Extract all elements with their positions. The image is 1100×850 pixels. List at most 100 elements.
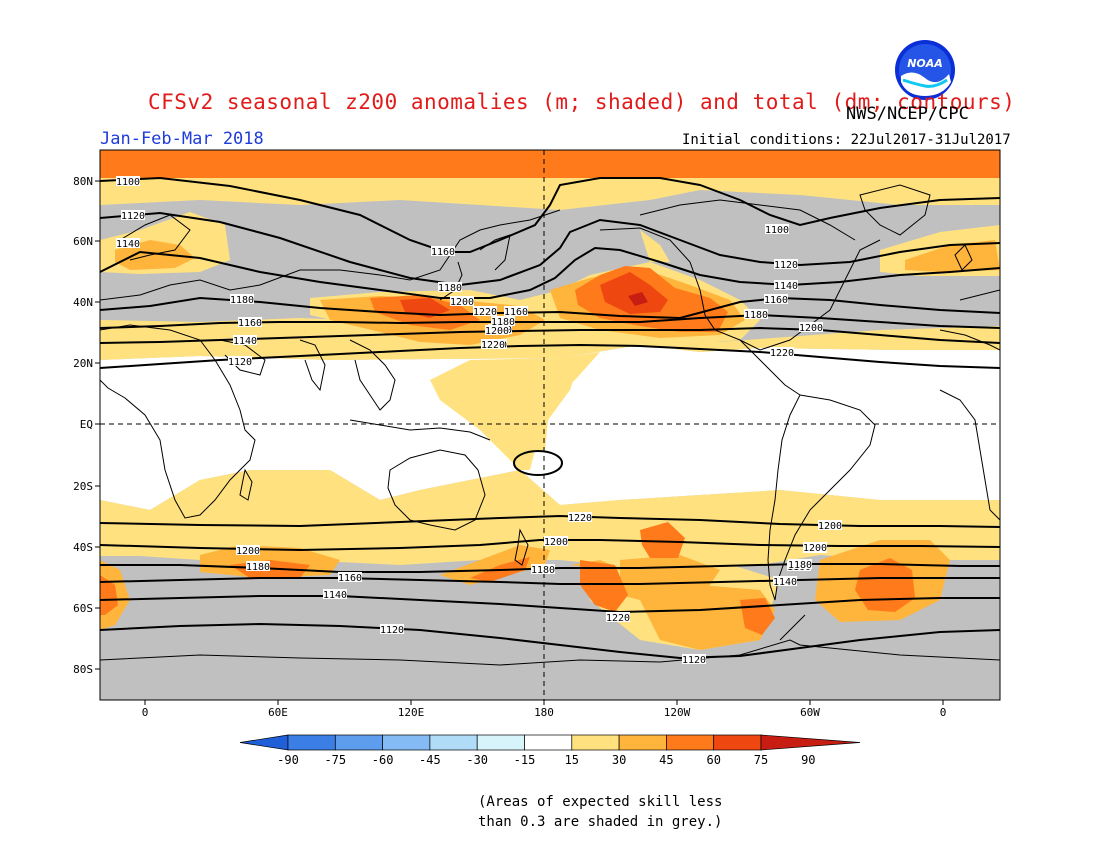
coast-madagascar — [239, 468, 253, 501]
anomaly-15-30-pacific-tongue-2 — [525, 360, 580, 452]
anomaly-30-45-north-atlantic — [905, 240, 1000, 272]
colorbar-left-arrow — [239, 734, 289, 751]
contour-label-1140: 1140 — [323, 590, 347, 601]
contour-label-bg — [606, 612, 630, 622]
contour-label-bg — [238, 317, 262, 327]
colorbar-swatch — [666, 734, 715, 751]
agency-label: NWS/NCEP/CPC — [846, 104, 969, 124]
colorbar-tick-label: -75 — [324, 753, 346, 767]
coast-uk — [954, 244, 973, 271]
colorbar-tick-label: -90 — [277, 753, 299, 767]
lat-label-80s: 80S — [73, 663, 93, 676]
contour-label-bg — [803, 542, 827, 552]
contour-closed-equatorial — [513, 450, 563, 476]
contour-label-bg — [246, 561, 270, 571]
lon-tick-0-east: 0 — [940, 700, 946, 719]
anomaly-15-30-west-pacific — [640, 230, 670, 262]
contour-label-bg — [818, 520, 842, 530]
noaa-logo-text: NOAA — [907, 57, 943, 70]
contour-label-bg — [568, 512, 592, 522]
contour-label-1160: 1160 — [431, 247, 455, 258]
colorbar-tick-label: 15 — [565, 753, 579, 767]
noaa-logo: NOAA — [895, 40, 955, 100]
contour-label-bg — [230, 294, 254, 304]
colorbar-tick-label: 30 — [612, 753, 626, 767]
contour-label-bg — [380, 624, 404, 634]
contour-label-1220: 1220 — [473, 307, 497, 318]
contour-label-1220: 1220 — [606, 613, 630, 624]
lon-label-180: 180 — [534, 706, 554, 719]
lat-label-eq: EQ — [80, 418, 93, 431]
map-plot-area — [100, 150, 1000, 700]
contour-1140-nh — [100, 246, 1000, 299]
contour-label-bg — [116, 238, 140, 248]
lon-tick-120e: 120E — [398, 700, 424, 719]
colorbar-right-arrow — [760, 734, 861, 751]
colorbar-swatch — [334, 734, 383, 751]
contour-label-1200: 1200 — [799, 323, 823, 334]
contour-label-bg — [682, 654, 706, 664]
lat-label-60s: 60S — [73, 602, 93, 615]
contour-label-1100: 1100 — [765, 225, 789, 236]
skill-note-line-2: than 0.3 are shaded in grey.) — [478, 814, 723, 830]
coast-antarctic-peninsula — [779, 614, 806, 641]
coast-south-america — [767, 394, 876, 601]
contour-label-1220: 1220 — [481, 340, 505, 351]
contour-label-1140: 1140 — [116, 239, 140, 250]
anomaly-45-60-far-east-atlantic — [100, 575, 118, 615]
anomaly-75-90-north-pacific — [628, 292, 648, 306]
contour-label-1200: 1200 — [803, 543, 827, 554]
lon-tick-120w: 120W — [664, 700, 691, 719]
colorbar-swatch — [382, 734, 431, 751]
contour-label-bg — [121, 210, 145, 220]
anomaly-30-45-tasman — [440, 545, 550, 585]
contour-label-bg — [450, 296, 474, 306]
lon-tick-0-west: 0 — [142, 700, 148, 719]
anomaly-60-75-north-pacific — [600, 272, 668, 314]
contour-label-bg — [770, 347, 794, 357]
contour-label-bg — [236, 545, 260, 555]
contour-1100-nh — [100, 176, 1000, 253]
lon-tick-60e: 60E — [268, 700, 288, 719]
contour-label-1120: 1120 — [380, 625, 404, 636]
contour-label-bg — [764, 294, 788, 304]
lat-tick-80s: 80S — [73, 663, 100, 676]
coast-scandinavia — [119, 214, 191, 261]
lat-label-20s: 20S — [73, 480, 93, 493]
contour-label-1120: 1120 — [121, 211, 145, 222]
colorbar-tick-label: 45 — [659, 753, 673, 767]
contour-1140-sh — [100, 595, 1000, 614]
colorbar-tick-label: -30 — [466, 753, 488, 767]
lat-tick-60s: 60S — [73, 602, 100, 615]
colorbar-swatch — [429, 734, 478, 751]
contour-label-1200: 1200 — [236, 546, 260, 557]
contour-label-1180: 1180 — [744, 310, 768, 321]
colorbar-tick-label: -60 — [372, 753, 394, 767]
latitude-axis: 80N 60N 40N 20N EQ 20S 40S 60S 80S — [73, 175, 100, 676]
map-frame — [99, 149, 1001, 701]
contour-label-1180: 1180 — [438, 283, 462, 294]
coast-southeast-asia — [349, 339, 396, 411]
contour-label-1200: 1200 — [485, 326, 509, 337]
contour-label-bg — [228, 356, 252, 366]
lat-label-40n: 40N — [73, 296, 93, 309]
coast-north-america-north — [639, 199, 856, 241]
contour-label-1160: 1160 — [238, 318, 262, 329]
contour-label-bg — [799, 322, 823, 332]
lon-label-60e: 60E — [268, 706, 288, 719]
contour-label-1180: 1180 — [491, 317, 515, 328]
colorbar: -90 -75 -60 -45 -30 -15 15 30 45 60 75 90 — [239, 734, 861, 767]
lat-label-40s: 40S — [73, 541, 93, 554]
colorbar-tick-label: -15 — [514, 753, 536, 767]
contour-label-bg — [774, 259, 798, 269]
coast-africa — [100, 324, 256, 519]
anomaly-45-60-arctic-cap — [100, 150, 1000, 178]
coast-africa-west — [939, 389, 1000, 521]
contour-label-1140: 1140 — [774, 281, 798, 292]
contour-label-1220: 1220 — [770, 348, 794, 359]
lon-tick-180: 180 — [534, 700, 554, 719]
colorbar-swatch — [287, 734, 336, 751]
contour-label-bg — [788, 559, 812, 569]
contour-label-1180: 1180 — [230, 295, 254, 306]
skill-note: (Areas of expected skill less than 0.3 a… — [478, 792, 722, 832]
